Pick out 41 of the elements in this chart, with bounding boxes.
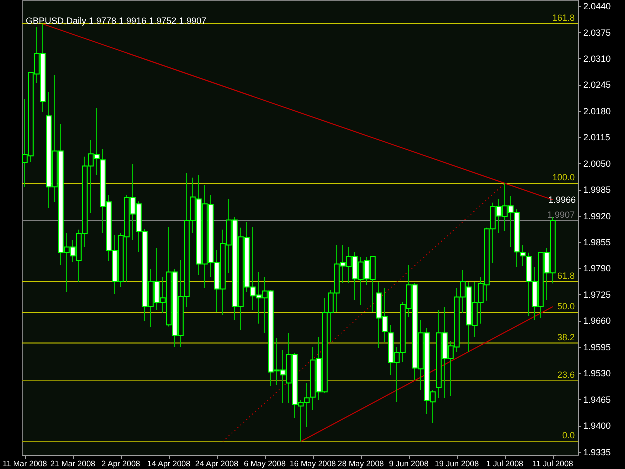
y-tick-label: 1.9530 [584,368,612,379]
y-tick-label: 2.0440 [584,2,612,12]
annotation: 161.8 [552,12,575,23]
y-tick-label: 2.0115 [584,132,610,143]
x-tick-label: 11 Jul 2008 [532,460,574,468]
x-tick-label: 16 May 2008 [290,460,337,468]
y-tick-label: 2.0050 [584,158,612,169]
annotation: 100.0 [552,172,575,183]
y-tick-label: 1.9920 [584,211,612,222]
candlestick [520,244,526,267]
annotation: 50.0 [557,302,575,312]
y-tick-label: 1.9725 [584,290,612,300]
y-tick-label: 1.9790 [584,264,612,274]
x-tick-label: 24 Apr 2008 [195,460,240,468]
y-tick-label: 1.9595 [584,342,612,352]
y-tick-label: 2.0375 [584,28,612,38]
x-tick-label: 6 May 2008 [244,460,286,468]
x-tick-label: 21 Mar 2008 [50,460,96,468]
annotation: 38.2 [557,332,575,342]
annotation: 1.9966 [548,195,576,205]
y-tick-label: 1.9855 [584,238,612,248]
x-tick-label: 11 Mar 2008 [2,460,48,468]
x-tick-label: 9 Jun 2008 [389,460,430,468]
x-tick-label: 2 Apr 2008 [102,460,141,468]
y-tick-label: 1.9660 [584,316,612,326]
y-tick-label: 1.9335 [584,447,612,458]
y-tick-label: 1.9400 [584,421,612,432]
x-tick-label: 14 Apr 2008 [147,460,192,468]
y-tick-label: 2.0245 [584,80,612,90]
annotation: 23.6 [557,370,575,380]
x-tick-label: 28 May 2008 [338,460,385,468]
annotation: 0.0 [562,430,575,441]
ref-line-label: 1.9907 [547,210,575,220]
x-tick-label: 19 Jun 2008 [434,460,480,468]
y-tick-label: 2.0310 [584,54,612,64]
y-tick-label: 2.0180 [584,106,612,116]
text: GBPUSD,Daily 1.9778 1.9916 1.9752 1.9907 [26,16,207,26]
annotation: 61.8 [557,270,575,281]
y-tick-label: 1.9465 [584,394,612,405]
y-tick-label: 1.9985 [584,185,612,196]
x-tick-label: 1 Jul 2008 [486,460,524,468]
